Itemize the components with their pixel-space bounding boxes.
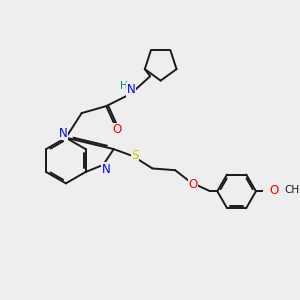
Text: CH₃: CH₃	[284, 185, 300, 195]
Text: O: O	[112, 123, 122, 136]
Text: S: S	[131, 149, 139, 162]
Text: O: O	[188, 178, 197, 191]
Text: H: H	[120, 81, 128, 91]
Text: O: O	[270, 184, 279, 197]
Text: N: N	[126, 83, 135, 96]
Text: N: N	[59, 127, 68, 140]
Text: N: N	[101, 163, 110, 176]
